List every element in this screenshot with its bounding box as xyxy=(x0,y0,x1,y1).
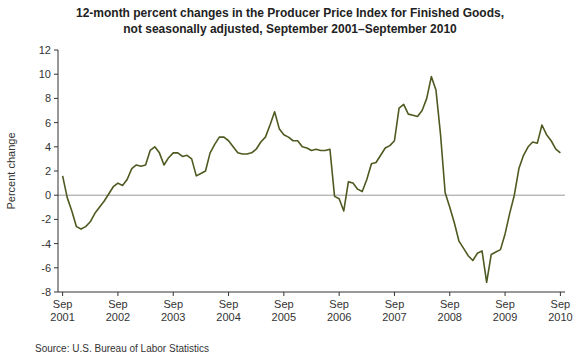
y-tick xyxy=(54,267,58,268)
x-tick-label-line: Sep xyxy=(53,298,73,310)
x-tick-label: Sep2001 xyxy=(50,298,74,323)
y-tick-label: 4 xyxy=(45,141,51,153)
x-tick-label-line: Sep xyxy=(385,298,405,310)
x-tick-label-line: 2008 xyxy=(438,311,462,323)
x-tick xyxy=(339,292,340,296)
chart: 12-month percent changes in the Producer… xyxy=(0,0,580,360)
y-tick xyxy=(54,50,58,51)
x-tick-label: Sep2008 xyxy=(438,298,462,323)
y-tick-label: 0 xyxy=(45,189,51,201)
y-tick xyxy=(54,122,58,123)
x-tick-label-line: Sep xyxy=(551,298,571,310)
x-tick-label: Sep2005 xyxy=(272,298,296,323)
y-tick xyxy=(54,171,58,172)
x-tick-label: Sep2007 xyxy=(382,298,406,323)
x-tick-label-line: 2002 xyxy=(106,311,130,323)
x-tick-label-line: 2007 xyxy=(382,311,406,323)
x-tick xyxy=(228,292,229,296)
x-tick-label-line: 2004 xyxy=(216,311,240,323)
x-tick xyxy=(173,292,174,296)
title: 12-month percent changes in the Producer… xyxy=(76,6,504,20)
x-tick xyxy=(62,292,63,296)
data-line xyxy=(63,77,561,283)
y-tick xyxy=(54,146,58,147)
x-tick-label-line: 2001 xyxy=(50,311,74,323)
y-tick-label: 10 xyxy=(39,68,51,80)
y-tick-label: 6 xyxy=(45,117,51,129)
subtitle: not seasonally adjusted, September 2001–… xyxy=(123,22,457,36)
x-axis-line xyxy=(58,292,565,293)
x-tick-label-line: 2006 xyxy=(327,311,351,323)
plot-area xyxy=(63,77,561,283)
x-tick-label: Sep2006 xyxy=(327,298,351,323)
x-tick-label: Sep2002 xyxy=(106,298,130,323)
x-tick-label-line: Sep xyxy=(163,298,183,310)
x-tick-label-line: Sep xyxy=(274,298,294,310)
x-tick xyxy=(560,292,561,296)
x-tick xyxy=(449,292,450,296)
background xyxy=(0,0,580,360)
x-tick xyxy=(117,292,118,296)
x-tick-label-line: 2005 xyxy=(272,311,296,323)
y-tick-label: -2 xyxy=(41,213,51,225)
y-tick xyxy=(54,74,58,75)
y-tick-label: 8 xyxy=(45,92,51,104)
y-axis-label: Percent change xyxy=(5,132,17,209)
y-tick-label: -4 xyxy=(41,238,51,250)
x-tick-label-line: 2003 xyxy=(161,311,185,323)
x-tick-label-line: Sep xyxy=(329,298,349,310)
y-tick xyxy=(54,195,58,196)
y-axis-line xyxy=(58,50,59,292)
x-tick-label: Sep2010 xyxy=(548,298,572,323)
x-tick-label-line: 2010 xyxy=(548,311,572,323)
y-tick-label: 2 xyxy=(45,165,51,177)
source: Source: U.S. Bureau of Labor Statistics xyxy=(35,343,209,354)
y-tick-label: -6 xyxy=(41,262,51,274)
x-tick xyxy=(505,292,506,296)
x-tick-label-line: Sep xyxy=(440,298,460,310)
x-tick-label: Sep2009 xyxy=(493,298,517,323)
x-tick-label-line: 2009 xyxy=(493,311,517,323)
y-axis: -8 -6 -4 -2 0 2 4 6 8 10 12 xyxy=(39,44,565,298)
x-tick-label: Sep2004 xyxy=(216,298,240,323)
zero-line xyxy=(58,195,565,196)
x-axis: Sep2001Sep2002Sep2003Sep2004Sep2005Sep20… xyxy=(50,292,572,323)
x-tick-label-line: Sep xyxy=(495,298,515,310)
x-tick-label-line: Sep xyxy=(108,298,128,310)
y-tick-label: 12 xyxy=(39,44,51,56)
x-tick-label-line: Sep xyxy=(219,298,239,310)
y-tick xyxy=(54,243,58,244)
y-tick xyxy=(54,98,58,99)
x-tick xyxy=(283,292,284,296)
y-tick-label: -8 xyxy=(41,286,51,298)
x-tick-label: Sep2003 xyxy=(161,298,185,323)
y-tick xyxy=(54,292,58,293)
x-tick xyxy=(394,292,395,296)
y-tick xyxy=(54,219,58,220)
